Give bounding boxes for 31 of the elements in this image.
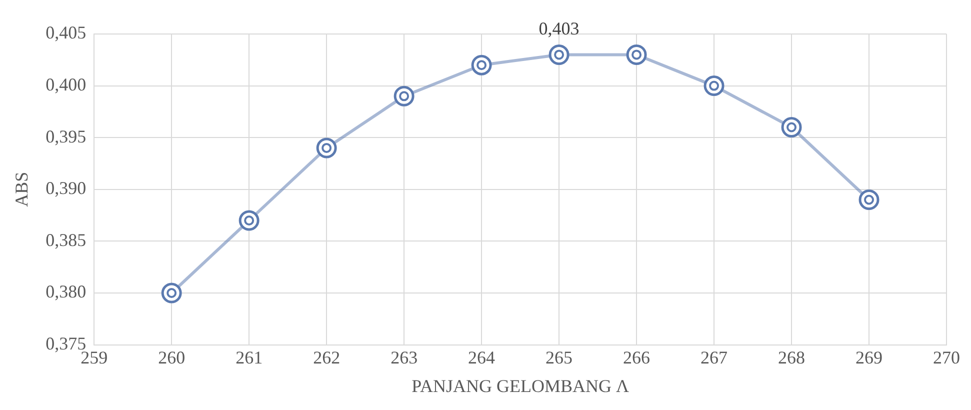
x-tick-label: 264 (468, 347, 496, 368)
x-tick-label: 266 (623, 347, 650, 368)
annotation: 0,403 (538, 18, 580, 38)
y-tick-label: 0,405 (46, 22, 86, 43)
y-tick-label: 0,390 (46, 178, 86, 198)
x-tick-label: 263 (390, 347, 418, 368)
y-tick-label: 0,400 (46, 74, 86, 95)
point (394, 86, 414, 106)
x-tick-label: 269 (856, 347, 883, 368)
point (626, 44, 647, 65)
x-tick-label: 260 (158, 347, 186, 368)
x-tick-label: 262 (313, 347, 340, 368)
x-tick-label: 267 (700, 347, 728, 368)
point (858, 190, 880, 210)
point (704, 76, 724, 96)
point (548, 44, 570, 65)
point (781, 116, 802, 138)
point (471, 54, 492, 76)
point (161, 282, 182, 304)
x-axis-title: PANJANG GELOMBANG Λ (412, 376, 630, 396)
y-tick-label: 0,395 (46, 126, 86, 146)
y-tick-label: 0,380 (46, 282, 86, 302)
y-tick-label: 0,375 (46, 334, 86, 354)
point (238, 210, 260, 231)
x-tick-label: 270 (933, 347, 960, 368)
x-tick-label: 261 (236, 347, 263, 368)
y-tick-label: 0,385 (46, 230, 86, 250)
point (316, 138, 337, 158)
y-axis-title: ABS (12, 172, 32, 207)
x-tick-label: 265 (546, 347, 573, 368)
x-tick-label: 268 (778, 347, 806, 368)
